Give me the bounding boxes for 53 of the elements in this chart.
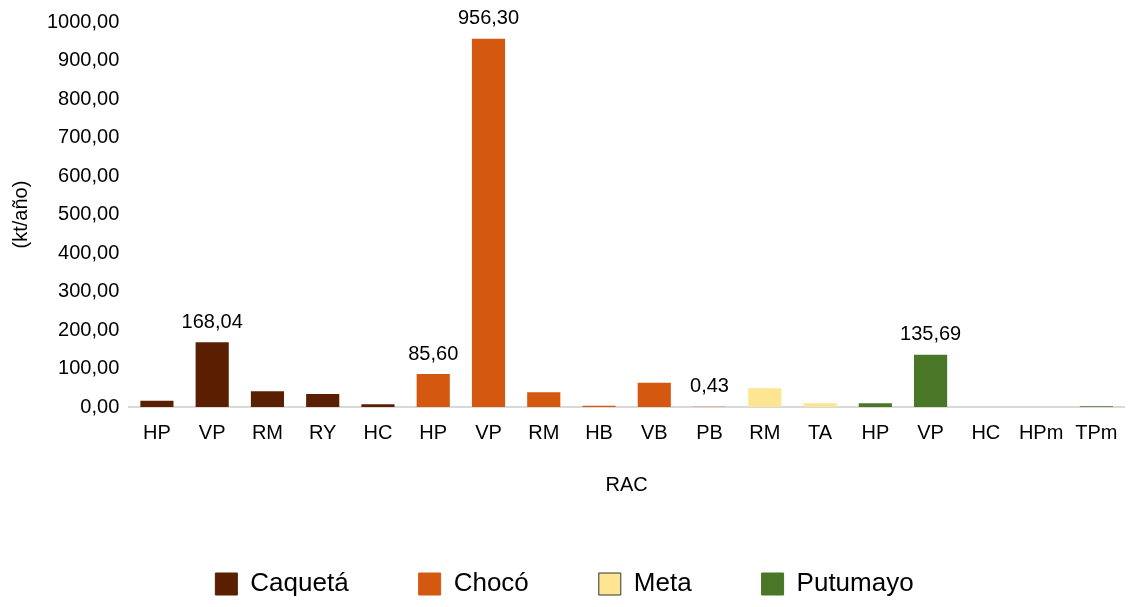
bar (858, 403, 892, 407)
bar (140, 400, 174, 407)
x-tick-label: RM (749, 420, 781, 443)
x-tick-label: HP (143, 420, 171, 443)
y-tick-label: 600,00 (58, 163, 120, 186)
x-tick-label: VP (917, 420, 944, 443)
bar (195, 342, 229, 407)
y-tick-label: 800,00 (58, 86, 120, 109)
x-tick-label: HB (585, 420, 613, 443)
y-tick-label: 300,00 (58, 279, 120, 302)
legend-label: Putumayo (796, 567, 914, 598)
y-tick-label: 900,00 (58, 48, 120, 71)
x-tick-label: HP (861, 420, 890, 443)
x-tick-label: VP (198, 420, 226, 443)
y-tick-label: 500,00 (58, 202, 120, 225)
x-tick-label: VB (640, 420, 668, 443)
legend-label: Chocó (453, 567, 529, 598)
x-tick-label: VP (475, 420, 502, 443)
bar (471, 38, 506, 407)
data-label: 135,69 (900, 322, 962, 345)
data-label: 0,43 (690, 374, 730, 397)
bar (527, 392, 561, 407)
x-tick-label: HC (971, 420, 1001, 443)
y-tick-label: 200,00 (58, 317, 120, 340)
bar (416, 374, 450, 407)
y-tick-label: 100,00 (58, 356, 120, 379)
bar (803, 403, 837, 407)
x-tick-label: TA (808, 420, 833, 443)
x-axis-title: RAC (605, 472, 648, 495)
bar (748, 388, 782, 407)
bar (361, 404, 395, 407)
x-tick-label: PB (696, 420, 723, 443)
bar (306, 393, 340, 407)
y-tick-label: 400,00 (58, 240, 120, 263)
bar (250, 391, 285, 407)
data-label: 168,04 (181, 309, 243, 332)
y-tick-label: 1000,00 (47, 9, 120, 32)
x-tick-label: RM (251, 420, 283, 443)
y-tick-label: 700,00 (58, 125, 120, 148)
x-tick-label: HC (363, 420, 393, 443)
x-tick-label: HPm (1018, 420, 1064, 443)
x-tick-label: HP (419, 420, 448, 443)
x-tick-label: RM (528, 420, 560, 443)
y-axis-title: (kt/año) (8, 180, 31, 249)
legend-label: Caquetá (250, 567, 350, 598)
x-tick-label: RY (309, 420, 337, 443)
bar (637, 382, 671, 407)
bar (914, 354, 948, 407)
legend-label: Meta (633, 567, 693, 598)
data-label: 85,60 (408, 341, 459, 364)
data-label: 956,30 (457, 6, 520, 29)
y-tick-label: 0,00 (80, 394, 120, 417)
x-tick-label: TPm (1075, 420, 1118, 443)
